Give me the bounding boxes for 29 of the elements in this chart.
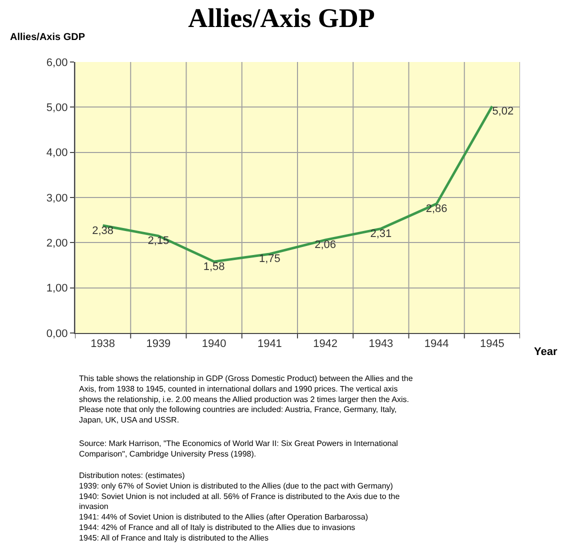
x-tick-label: 1939 — [146, 338, 171, 350]
x-axis-title: Year — [534, 346, 558, 358]
y-axis-title: Allies/Axis GDP — [10, 32, 86, 43]
y-tick-label: 5,00 — [46, 102, 68, 114]
text: Distribution notes: (estimates) 1939: only 67% of Soviet Union is distributed to the Allies (due to the pact with Germany) 1940: Soviet Union is not included at all. 56% of France is distributed to the Axis due to the invasion 1941: 44% of Soviet Union is distributed to the Allies (after Operation Barbarossa) 1944: 42% of France and all of Italy is distributed to the Allies due to invasions 1945: All of France and Italy is distributed to the Allies — [79, 471, 400, 542]
x-tick-label: 1943 — [368, 338, 394, 350]
data-label: 2,31 — [370, 228, 392, 240]
source-note: Source: Mark Harrison, "The Economics of World War II: Six Great Powers in International Comparison", Cambridge University Press (1998). — [79, 439, 398, 458]
x-tick-label: 1942 — [313, 338, 338, 350]
data-label: 1,75 — [258, 253, 280, 266]
chart-title: Allies/Axis GDP — [188, 2, 375, 33]
data-label: 2,38 — [92, 224, 114, 237]
y-tick-label: 2,00 — [46, 238, 68, 250]
data-label: 2,15 — [148, 235, 170, 248]
data-label: 5,02 — [492, 106, 514, 118]
data-label: 2,06 — [314, 239, 336, 252]
x-tick-label: 1941 — [257, 338, 282, 350]
x-tick-label: 1945 — [480, 338, 504, 350]
y-tick-label: 3,00 — [46, 192, 68, 204]
data-label: 1,58 — [203, 260, 225, 273]
y-tick-label: 4,00 — [46, 147, 68, 160]
x-tick-label: 1940 — [202, 338, 226, 350]
y-tick-label: 1,00 — [46, 282, 68, 295]
data-label: 2,86 — [426, 203, 448, 216]
x-tick-label: 1938 — [90, 338, 116, 350]
y-tick-label: 0,00 — [46, 328, 68, 340]
x-tick-label: 1944 — [424, 338, 449, 350]
text: This table shows the relationship in GDP (Gross Domestic Product) between the Allies and the Axis, from 1938 to 1945, counted in international dollars and 1990 prices. The vertical axis shows the relationship, i.e. 2.00 means the Allied production was 2 times larger then the Axis. Please note that only the following countries are included: Austria, France, Germany, Italy, Japan, UK, USA and USSR. — [79, 374, 414, 425]
y-tick-label: 6,00 — [46, 56, 68, 69]
